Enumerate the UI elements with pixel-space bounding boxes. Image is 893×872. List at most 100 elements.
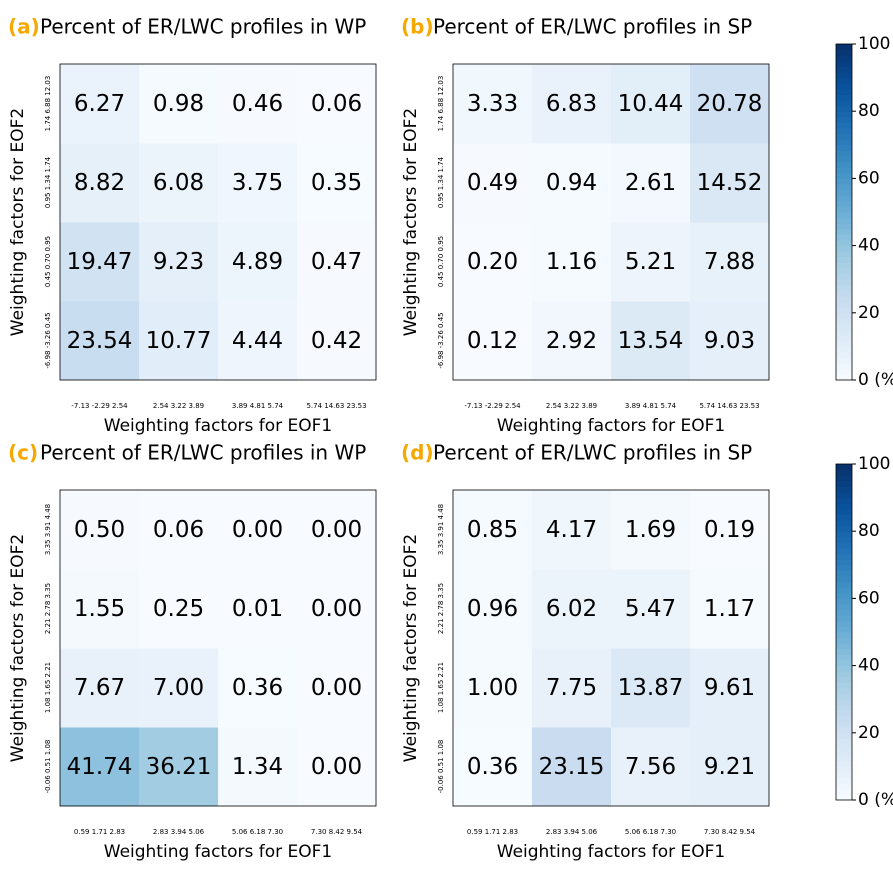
colorbar-tick-label: 100: [858, 454, 890, 474]
colorbar-segment: [836, 245, 852, 252]
colorbar-segment: [836, 172, 852, 179]
colorbar-segment: [836, 116, 852, 123]
colorbar-segment: [836, 60, 852, 67]
heatmap-cell: [532, 490, 612, 570]
colorbar-segment: [836, 312, 852, 319]
heatmap-cell: [218, 301, 298, 381]
x-tick-label: 0.59 1.71 2.83: [74, 828, 125, 836]
colorbar-tick-label: 0 (%): [858, 370, 893, 390]
colorbar-segment: [836, 184, 852, 191]
heatmap-cell: [611, 301, 691, 381]
cell-label: 0.01: [232, 596, 283, 622]
cell-label: 8.82: [74, 170, 125, 196]
colorbar-segment: [836, 262, 852, 269]
colorbar-segment: [836, 654, 852, 661]
panel-label: (c): [8, 441, 38, 465]
colorbar-segment: [836, 363, 852, 370]
colorbar-segment: [836, 699, 852, 706]
colorbar-segment: [836, 716, 852, 723]
heatmap-cell: [453, 222, 533, 302]
colorbar-segment: [836, 94, 852, 101]
colorbar-segment: [836, 189, 852, 196]
cell-label: 0.00: [311, 754, 362, 780]
cell-label: 0.42: [311, 328, 362, 354]
x-tick-label: 3.89 4.81 5.74: [232, 402, 284, 410]
cell-label: 0.12: [467, 328, 518, 354]
heatmap-cell: [611, 490, 691, 570]
colorbar-segment: [836, 83, 852, 90]
colorbar-segment: [836, 318, 852, 325]
y-tick-label: 1.74 6.88 12.03: [44, 76, 52, 132]
x-tick-label: 2.83 3.94 5.06: [153, 828, 205, 836]
heatmap-cell: [611, 569, 691, 649]
heatmap-cell: [218, 222, 298, 302]
colorbar-segment: [836, 598, 852, 605]
colorbar-segment: [836, 324, 852, 331]
x-tick-label: -7.13 -2.29 2.54: [71, 402, 128, 410]
plot-frame: [452, 63, 770, 381]
colorbar-segment: [836, 234, 852, 241]
cell-label: 6.83: [546, 91, 597, 117]
colorbar-segment: [836, 374, 852, 381]
colorbar-segment: [836, 542, 852, 549]
heatmap-cell: [453, 143, 533, 223]
heatmap-cell: [297, 64, 377, 144]
colorbar-segment: [836, 721, 852, 728]
cell-label: 0.06: [153, 517, 204, 543]
x-tick-label: 7.30 8.42 9.54: [311, 828, 363, 836]
colorbar-segment: [836, 128, 852, 135]
colorbar-tick-label: 60: [858, 168, 880, 188]
colorbar-segment: [836, 783, 852, 790]
heatmap-cell: [690, 222, 770, 302]
colorbar-segment: [836, 637, 852, 644]
heatmap-cell: [453, 490, 533, 570]
colorbar-segment: [836, 553, 852, 560]
colorbar-segment: [836, 643, 852, 650]
colorbar-tick-label: 0 (%): [858, 790, 893, 810]
cell-label: 1.55: [74, 596, 125, 622]
cell-label: 0.94: [546, 170, 597, 196]
x-axis-label: Weighting factors for EOF1: [497, 416, 725, 436]
heatmap-cell: [218, 490, 298, 570]
cell-label: 0.49: [467, 170, 518, 196]
colorbar-segment: [836, 156, 852, 163]
colorbar-segment: [836, 475, 852, 482]
heatmap-cell: [218, 727, 298, 807]
colorbar-segment: [836, 178, 852, 185]
colorbar-segment: [836, 755, 852, 762]
x-axis-label: Weighting factors for EOF1: [104, 842, 332, 862]
heatmap-cell: [297, 648, 377, 728]
heatmap-cell: [532, 727, 612, 807]
heatmap-cell: [60, 64, 140, 144]
cell-label: 4.44: [232, 328, 283, 354]
colorbar-segment: [836, 206, 852, 213]
heatmap-cell: [139, 143, 219, 223]
y-tick-label: 0.95 1.34 1.74: [437, 156, 445, 208]
heatmap-cell: [139, 569, 219, 649]
y-tick-label: 2.21 2.78 3.35: [44, 583, 52, 634]
heatmap-cell: [60, 301, 140, 381]
colorbar-frame: [835, 43, 853, 381]
heatmap-cell: [60, 490, 140, 570]
x-tick-label: -7.13 -2.29 2.54: [464, 402, 521, 410]
chart-title: Percent of ER/LWC profiles in SP: [433, 15, 752, 39]
colorbar-tick-label: 80: [858, 101, 880, 121]
cell-label: 0.00: [311, 517, 362, 543]
heatmap-cell: [60, 648, 140, 728]
cell-label: 7.00: [153, 675, 204, 701]
colorbar-segment: [836, 167, 852, 174]
colorbar-segment: [836, 72, 852, 79]
colorbar-segment: [836, 368, 852, 375]
y-tick-label: -0.06 0.51 1.08: [437, 740, 445, 794]
cell-label: 0.19: [704, 517, 755, 543]
cell-label: 0.20: [467, 249, 518, 275]
cell-label: 7.75: [546, 675, 597, 701]
cell-label: 1.17: [704, 596, 755, 622]
heatmap-cell: [690, 64, 770, 144]
x-tick-label: 0.59 1.71 2.83: [467, 828, 518, 836]
colorbar-segment: [836, 492, 852, 499]
cell-label: 6.27: [74, 91, 125, 117]
colorbar-segment: [836, 111, 852, 118]
heatmap-cell: [532, 569, 612, 649]
